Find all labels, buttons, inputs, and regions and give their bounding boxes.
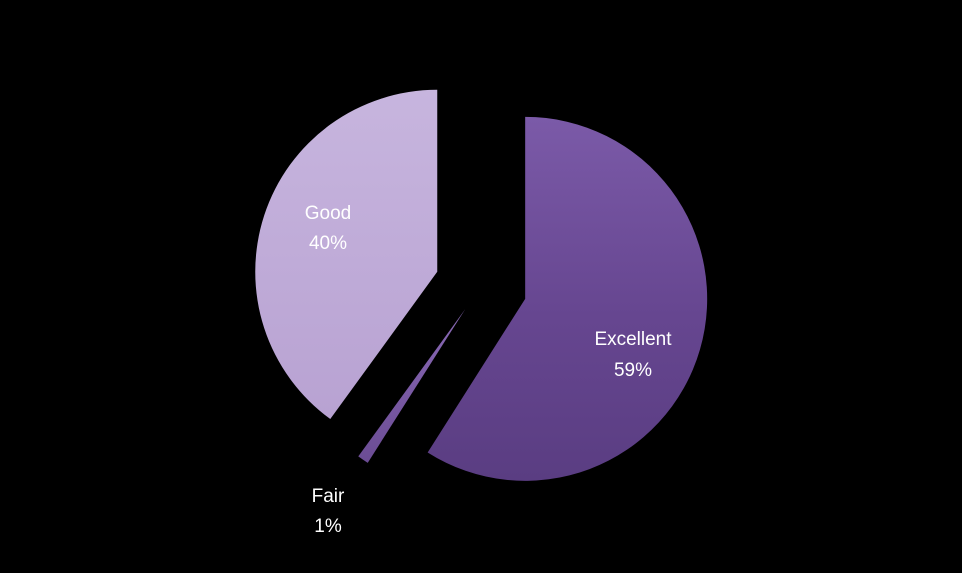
pie-slices bbox=[255, 89, 708, 481]
label-good-name: Good bbox=[305, 203, 351, 224]
pie-labels: Excellent 59% Good 40% Fair 1% bbox=[305, 203, 673, 537]
label-good-pct: 40% bbox=[309, 233, 347, 254]
label-fair-pct: 1% bbox=[314, 516, 342, 537]
slice-good bbox=[255, 89, 438, 420]
slice-fair bbox=[358, 309, 466, 463]
label-excellent-name: Excellent bbox=[594, 329, 672, 350]
slice-excellent bbox=[427, 116, 708, 481]
label-fair-name: Fair bbox=[312, 486, 345, 507]
label-excellent-pct: 59% bbox=[614, 360, 652, 381]
